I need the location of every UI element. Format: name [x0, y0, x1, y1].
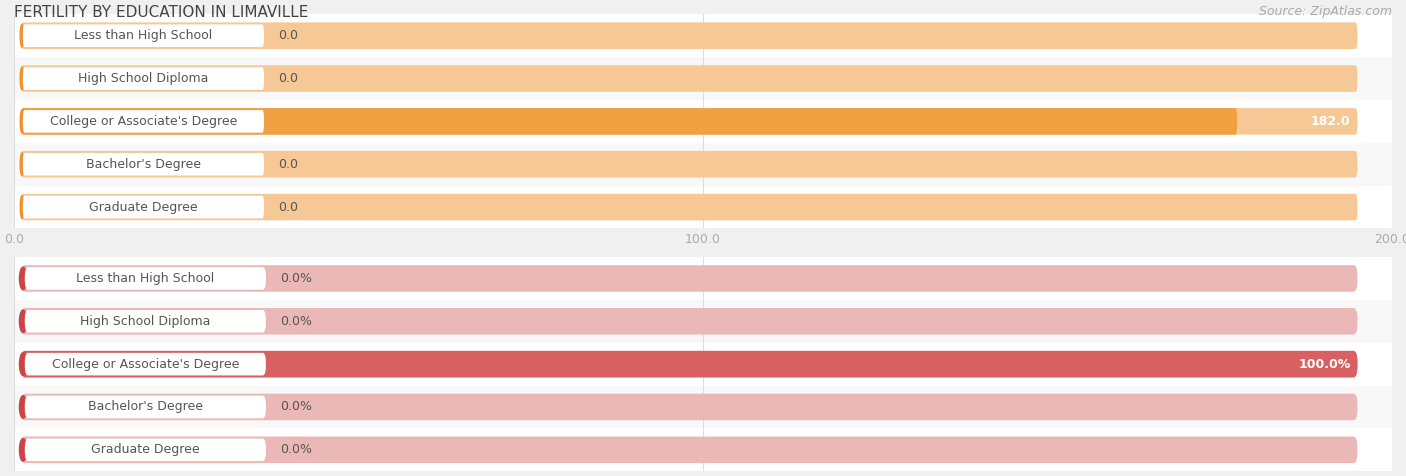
FancyBboxPatch shape	[25, 438, 266, 461]
FancyBboxPatch shape	[25, 267, 266, 290]
FancyBboxPatch shape	[22, 196, 264, 218]
FancyBboxPatch shape	[21, 108, 1358, 135]
Text: 0.0: 0.0	[278, 200, 298, 214]
Bar	[14, 257, 1392, 300]
FancyBboxPatch shape	[21, 22, 1358, 49]
Bar	[14, 386, 1392, 428]
FancyBboxPatch shape	[22, 67, 264, 90]
FancyBboxPatch shape	[25, 310, 266, 333]
Text: Bachelor's Degree: Bachelor's Degree	[86, 158, 201, 171]
FancyBboxPatch shape	[21, 194, 1358, 220]
Text: FERTILITY BY EDUCATION IN LIMAVILLE: FERTILITY BY EDUCATION IN LIMAVILLE	[14, 5, 308, 20]
Text: Less than High School: Less than High School	[76, 272, 215, 285]
Circle shape	[20, 438, 27, 461]
Text: Graduate Degree: Graduate Degree	[89, 200, 198, 214]
Circle shape	[20, 396, 27, 418]
FancyBboxPatch shape	[21, 151, 1358, 178]
FancyBboxPatch shape	[22, 110, 264, 133]
FancyBboxPatch shape	[25, 353, 266, 376]
Bar	[14, 57, 1392, 100]
Text: 0.0%: 0.0%	[280, 400, 312, 414]
Circle shape	[20, 353, 27, 376]
Text: Bachelor's Degree: Bachelor's Degree	[87, 400, 202, 414]
Circle shape	[20, 196, 24, 218]
FancyBboxPatch shape	[21, 65, 1358, 92]
FancyBboxPatch shape	[21, 308, 1358, 335]
FancyBboxPatch shape	[21, 351, 1358, 377]
Circle shape	[20, 267, 27, 290]
Bar	[14, 100, 1392, 143]
Text: 0.0: 0.0	[278, 158, 298, 171]
Text: Source: ZipAtlas.com: Source: ZipAtlas.com	[1258, 5, 1392, 18]
Text: 0.0%: 0.0%	[280, 272, 312, 285]
Bar	[14, 186, 1392, 228]
FancyBboxPatch shape	[21, 394, 1358, 420]
Text: College or Associate's Degree: College or Associate's Degree	[49, 115, 238, 128]
Circle shape	[20, 110, 24, 133]
Text: 0.0%: 0.0%	[280, 315, 312, 328]
Text: 0.0%: 0.0%	[280, 443, 312, 456]
FancyBboxPatch shape	[25, 396, 266, 418]
Bar	[14, 343, 1392, 386]
Bar	[14, 300, 1392, 343]
FancyBboxPatch shape	[22, 24, 264, 47]
Circle shape	[20, 310, 27, 333]
Text: 182.0: 182.0	[1310, 115, 1351, 128]
Bar	[14, 143, 1392, 186]
FancyBboxPatch shape	[21, 351, 1358, 377]
Bar	[14, 428, 1392, 471]
FancyBboxPatch shape	[21, 436, 1358, 463]
Text: High School Diploma: High School Diploma	[80, 315, 211, 328]
Circle shape	[20, 24, 24, 47]
Text: 100.0%: 100.0%	[1298, 357, 1351, 371]
FancyBboxPatch shape	[22, 153, 264, 176]
Text: High School Diploma: High School Diploma	[79, 72, 208, 85]
FancyBboxPatch shape	[21, 265, 1358, 292]
Text: College or Associate's Degree: College or Associate's Degree	[52, 357, 239, 371]
Text: 0.0: 0.0	[278, 72, 298, 85]
FancyBboxPatch shape	[21, 108, 1237, 135]
Text: 0.0: 0.0	[278, 29, 298, 42]
Circle shape	[20, 67, 24, 90]
Text: Graduate Degree: Graduate Degree	[91, 443, 200, 456]
Text: Less than High School: Less than High School	[75, 29, 212, 42]
Circle shape	[20, 153, 24, 176]
Bar	[14, 14, 1392, 57]
